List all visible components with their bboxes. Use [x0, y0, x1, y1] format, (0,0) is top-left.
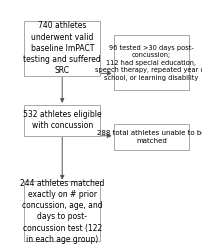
FancyBboxPatch shape — [24, 182, 100, 242]
Text: 96 tested >30 days post-
concussion;
112 had special education,
speech therapy, : 96 tested >30 days post- concussion; 112… — [95, 44, 202, 80]
Text: 740 athletes
underwent valid
baseline ImPACT
testing and suffered
SRC: 740 athletes underwent valid baseline Im… — [23, 22, 101, 75]
FancyBboxPatch shape — [114, 124, 189, 150]
Text: 288 total athletes unable to be
matched: 288 total athletes unable to be matched — [97, 130, 202, 144]
Text: 244 athletes matched
exactly on # prior
concussion, age, and
days to post-
concu: 244 athletes matched exactly on # prior … — [20, 179, 104, 244]
FancyBboxPatch shape — [114, 35, 189, 90]
FancyBboxPatch shape — [24, 104, 100, 136]
Text: 532 athletes eligible
with concussion: 532 athletes eligible with concussion — [23, 110, 102, 130]
FancyBboxPatch shape — [24, 20, 100, 76]
